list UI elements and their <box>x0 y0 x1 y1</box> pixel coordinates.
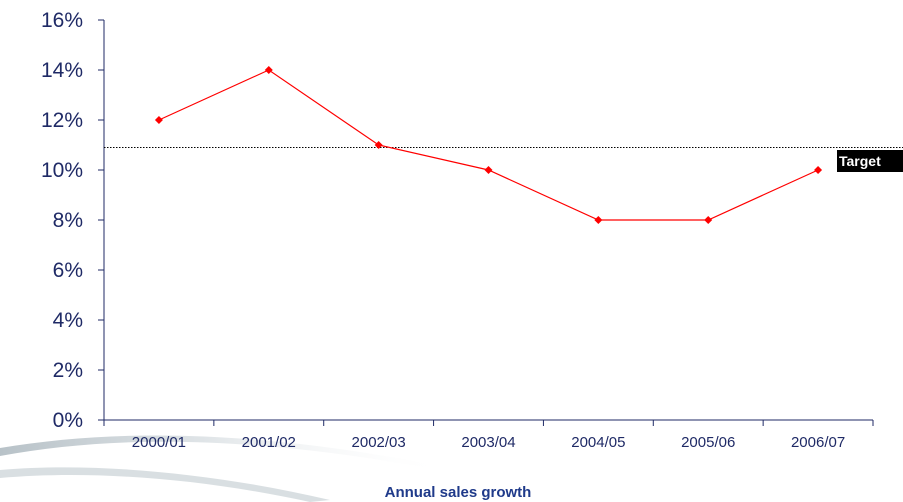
y-tick-label: 2% <box>53 359 83 382</box>
x-tick-labels: 2000/01 2001/02 2002/03 2003/04 2004/05 2005/… <box>132 434 845 451</box>
x-tick-label: 2006/07 <box>791 434 845 451</box>
y-tick-label: 12% <box>41 109 83 132</box>
y-tick-label: 10% <box>41 159 83 182</box>
x-tick-marks <box>103 420 874 426</box>
x-tick-label: 2002/03 <box>352 434 406 451</box>
x-axis-title: Annual sales growth <box>385 484 532 501</box>
y-tick-label: 6% <box>53 259 83 282</box>
target-label: Target <box>837 150 903 172</box>
y-tick-label: 8% <box>53 209 83 232</box>
x-tick-label: 2001/02 <box>242 434 296 451</box>
y-tick-label: 4% <box>53 309 83 332</box>
data-point <box>374 141 383 149</box>
data-point <box>594 216 603 224</box>
y-tick-marks <box>98 19 104 421</box>
data-point <box>814 166 823 174</box>
sales-growth-points <box>154 66 823 224</box>
data-point <box>154 116 163 124</box>
data-point <box>264 66 273 74</box>
data-point <box>484 166 493 174</box>
decorative-swoosh <box>0 435 450 502</box>
y-tick-label: 16% <box>41 9 83 32</box>
x-tick-label: 2000/01 <box>132 434 186 451</box>
x-tick-label: 2005/06 <box>681 434 735 451</box>
x-tick-label: 2004/05 <box>571 434 625 451</box>
sales-growth-line <box>158 69 819 221</box>
target-label-box <box>837 150 903 172</box>
plot-area: 0%2%4%6%8%10%12%14%16% 2000/01 2001/02 200… <box>41 9 903 451</box>
target-label-text: Target <box>839 153 881 169</box>
y-tick-labels: 0% 2% 4% 6% 8% 10% 12% 14% 16% <box>41 9 83 432</box>
y-tick-label: 14% <box>41 59 83 82</box>
data-point <box>704 216 713 224</box>
x-tick-label: 2003/04 <box>461 434 515 451</box>
y-tick-label: 0% <box>53 409 83 432</box>
